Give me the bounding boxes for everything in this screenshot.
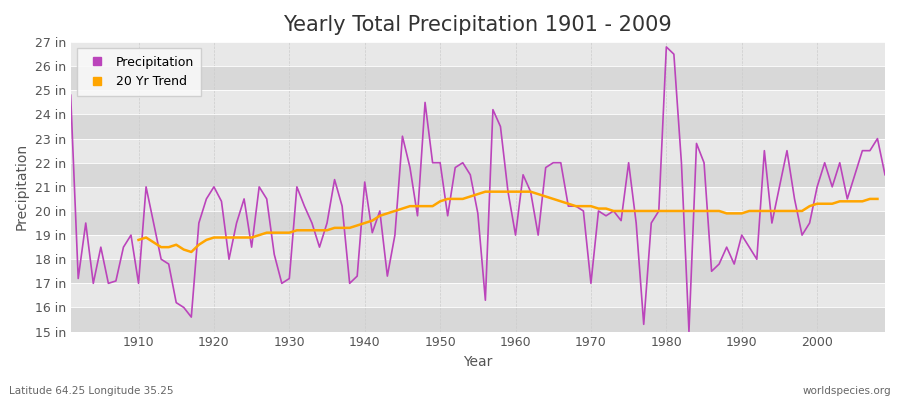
Text: worldspecies.org: worldspecies.org — [803, 386, 891, 396]
Bar — [71, 90, 885, 114]
Bar — [71, 187, 885, 211]
Bar — [71, 283, 885, 308]
Y-axis label: Precipitation: Precipitation — [15, 143, 29, 230]
Bar — [71, 66, 885, 90]
Bar — [71, 308, 885, 332]
Bar — [71, 163, 885, 187]
Bar — [71, 211, 885, 235]
Title: Yearly Total Precipitation 1901 - 2009: Yearly Total Precipitation 1901 - 2009 — [284, 15, 672, 35]
Bar — [71, 42, 885, 66]
X-axis label: Year: Year — [464, 355, 492, 369]
Bar — [71, 259, 885, 283]
Bar — [71, 235, 885, 259]
Legend: Precipitation, 20 Yr Trend: Precipitation, 20 Yr Trend — [76, 48, 202, 96]
Bar — [71, 139, 885, 163]
Bar — [71, 114, 885, 139]
Text: Latitude 64.25 Longitude 35.25: Latitude 64.25 Longitude 35.25 — [9, 386, 174, 396]
